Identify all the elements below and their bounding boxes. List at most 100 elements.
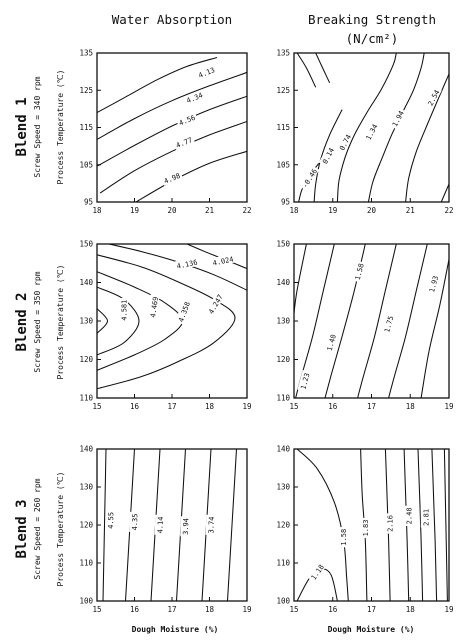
x-tick-label: 16 [130,402,140,411]
contour-label-group: 1.18 [307,560,327,583]
contour-line [97,71,247,140]
y-tick-label: 135 [276,49,290,58]
contour-label-bg [205,290,226,317]
y-tick-label: 115 [79,123,93,132]
y-tick-label: 120 [79,521,93,530]
contour-label: 4.14 [156,516,165,533]
plot-frame [96,448,248,602]
y-axis-label-blend-1: Process Temperature (℃) [56,70,65,185]
contour-lines [97,56,247,202]
y-tick-label: 150 [79,240,93,249]
contour-label: 4.024 [212,255,234,267]
contour-label-bg [426,272,440,295]
x-tick-label: 19 [242,402,251,411]
contour-label: 3.74 [207,516,216,533]
contour-label-bg [209,253,236,268]
row-label-blend-2: Blend 2 [14,292,30,351]
contour-label-group: 2.48 [403,505,413,527]
contour-label-bg [175,111,198,128]
contour-label: 1.34 [365,123,380,142]
y-tick-label: 130 [276,317,290,326]
x-tick-label: 19 [242,605,251,614]
contour-label-group: 4.98 [160,169,183,186]
y-axis-label-blend-2: Process Temperature (℃) [56,265,65,380]
contour-label: 1.83 [362,520,370,537]
contour-line [357,244,397,398]
contour-label-group: 3.94 [180,516,190,537]
x-tick-label: 17 [367,402,376,411]
contour-label-bg [388,107,407,130]
contour-line [388,244,428,398]
contour-label-bg [381,313,396,335]
contour-label-bg [297,370,312,392]
row-label-blend-1: Blend 1 [14,97,30,156]
col-title-water-absorption: Water Absorption [112,12,232,27]
contour-label: 4.136 [176,258,198,270]
y-tick-label: 95 [281,198,290,207]
y-tick-label: 110 [79,394,93,403]
x-tick-label: 16 [328,402,338,411]
contour-label-group: 1.75 [381,313,396,335]
contour-label-group: 2.54 [424,86,442,109]
x-tick-label: 19 [130,206,139,215]
contour-label-bg [307,560,327,583]
contour-line [315,53,331,84]
y-tick-label: 105 [276,160,290,169]
contour-label: 4.35 [131,513,140,530]
contour-label-group: 2.16 [385,513,395,534]
x-tick-label: 17 [167,605,176,614]
x-tick-label: 20 [367,206,377,215]
contour-label-group: 1.93 [426,272,440,295]
x-tick-label: 15 [92,605,101,614]
y-axis-label-blend-3: Process Temperature (℃) [56,472,65,587]
contour-label: 4.358 [177,301,192,324]
contour-label: 4.77 [175,136,194,150]
contour-label-group: 4.35 [129,511,140,533]
y-tick-label: 120 [276,355,290,364]
panel-blend2-strength: 1.23 1.40 1.58 1.75 1.93 15 16 17 18 19 110 120 130 1… [276,240,453,411]
x-tick-label: 17 [367,605,376,614]
contour-line [97,254,236,390]
contour-line [360,449,368,601]
x-tick-label: 17 [167,402,176,411]
contour-label: 1.58 [340,529,348,546]
x-tick-label: 19 [444,402,453,411]
x-tick-label: 22 [444,206,453,215]
row-sublabel-blend-3: Screw Speed = 260 rpm [33,478,42,579]
y-tick-label: 100 [276,597,290,606]
contour-label-group: 1.83 [360,517,370,539]
row-sublabel-blend-1: Screw Speed = 340 rpm [33,76,42,177]
contour-label-bg [129,511,139,533]
contour-line [417,449,424,601]
x-tick-label: 20 [167,206,177,215]
contour-line [431,449,438,601]
contour-label: 4.98 [163,172,182,186]
contour-label-bg [360,517,370,539]
contour-label-bg [424,86,442,109]
y-tick-label: 125 [79,86,93,95]
x-tick-label: 15 [289,402,298,411]
y-tick-label: 110 [276,559,290,568]
y-tick-label: 115 [276,123,290,132]
contour-line [186,244,247,270]
x-axis-label-left: Dough Moisture (%) [132,624,219,634]
contour-label-group: 4.136 [173,256,200,271]
contour-label-bg [160,169,183,186]
contour-label-bg [205,514,216,536]
x-axis-label-right: Dough Moisture (%) [328,624,415,634]
contour-label: 4.55 [107,512,116,529]
y-tick-label: 130 [79,317,93,326]
panel-blend3-strength: 1.18 1.58 1.83 2.16 2.48 2.81 15 16 17 18 19 100 110… [276,445,453,614]
contour-label-group: 1.40 [323,331,338,354]
x-tick-label: 15 [289,605,298,614]
contour-label-bg [318,144,337,167]
contour-label-group: 4.55 [105,510,115,531]
contour-label-group: 4.56 [175,111,198,128]
contour-label-group: 1.58 [338,527,348,548]
y-tick-label: 110 [276,394,290,403]
y-tick-label: 140 [79,278,93,287]
